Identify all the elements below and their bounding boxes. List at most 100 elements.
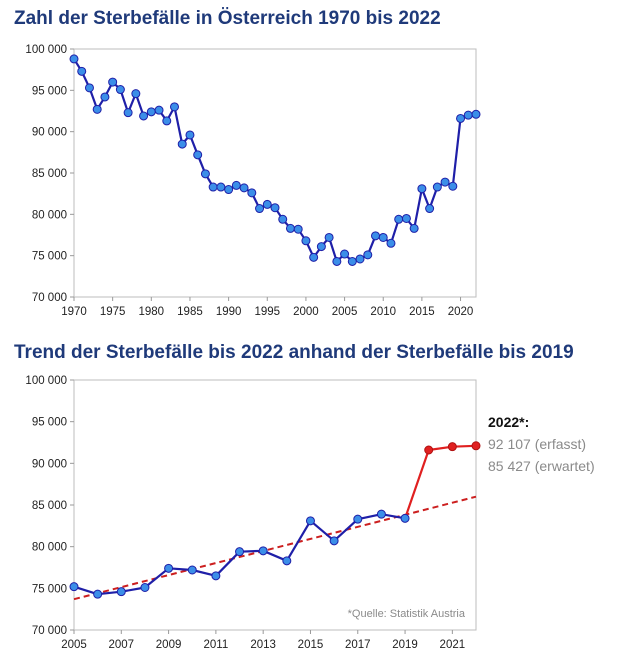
- chart2-recent-line: [404, 444, 477, 519]
- chart1-y-tick-label: 85 000: [32, 168, 67, 180]
- chart1-series-point: [448, 181, 458, 191]
- chart1-series-point: [432, 182, 442, 192]
- chart1-series-point: [340, 249, 350, 259]
- chart1-x-tick-label: 1990: [216, 306, 242, 318]
- chart1-series-point: [224, 185, 234, 195]
- chart1-x-tick-label: 1970: [61, 306, 87, 318]
- annotation-heading: 2022*:: [488, 414, 529, 430]
- chart1-series-point: [471, 109, 481, 119]
- chart1-series-point: [193, 150, 203, 160]
- chart1-series-point: [239, 183, 249, 193]
- chart1-x-tick-label: 1980: [139, 306, 165, 318]
- chart1-y-tick-label: 75 000: [32, 251, 67, 263]
- chart1-series-point: [185, 130, 195, 140]
- chart1-series-point: [177, 139, 187, 149]
- chart1-series-point: [170, 102, 179, 112]
- chart2-x-tick-label: 2005: [61, 639, 87, 651]
- chart1-x-tick-label: 2020: [448, 306, 474, 318]
- chart2-y-tick-label: 95 000: [32, 417, 67, 429]
- chart1-series-point: [162, 116, 172, 126]
- chart2-y-tick-label: 90 000: [32, 458, 67, 470]
- chart1-series-point: [131, 89, 141, 99]
- chart1-series-point: [363, 250, 373, 260]
- chart1-series-point: [262, 199, 272, 209]
- chart1-series-point: [270, 203, 280, 213]
- chart2-observed-point: [187, 565, 197, 575]
- chart2-observed-point: [116, 587, 126, 597]
- chart1-x-tick-label: 2010: [370, 306, 396, 318]
- chart1-y-tick-label: 80 000: [32, 209, 67, 221]
- chart1-series-point: [278, 214, 288, 224]
- chart1-series-point: [409, 223, 419, 233]
- chart1-x-tick-label: 1995: [254, 306, 280, 318]
- chart2-y-tick-label: 80 000: [32, 542, 67, 554]
- chart1-x-tick-label: 2005: [332, 306, 358, 318]
- chart2-y-tick-label: 70 000: [32, 625, 67, 637]
- chart1-series-point: [293, 224, 303, 234]
- chart2-recent-point: [471, 441, 481, 451]
- chart2-title: Trend der Sterbefälle bis 2022 anhand de…: [14, 342, 574, 363]
- chart2-recent-point: [447, 442, 457, 452]
- chart2-observed-point: [69, 582, 79, 592]
- chart1-series-point: [69, 54, 79, 64]
- chart1-series-point: [316, 242, 326, 252]
- chart2-x-tick-label: 2007: [108, 639, 134, 651]
- chart1-series-point: [77, 66, 87, 76]
- chart1-series-point: [417, 184, 427, 194]
- chart1-title: Zahl der Sterbefälle in Österreich 1970 …: [14, 8, 441, 29]
- chart1-series-point: [425, 204, 435, 214]
- chart2-observed-point: [376, 509, 386, 519]
- chart2-x-tick-label: 2015: [298, 639, 324, 651]
- chart1-series-point: [123, 108, 133, 118]
- chart1-y-tick-label: 70 000: [32, 292, 67, 304]
- chart2-y-tick-label: 100 000: [25, 375, 67, 387]
- chart2-trend-line: [73, 495, 477, 601]
- chart1-series-point: [309, 252, 319, 262]
- chart2-y-tick-label: 75 000: [32, 583, 67, 595]
- chart1-series-point: [115, 85, 125, 95]
- chart2-observed-point: [164, 563, 174, 573]
- chart1-death-counts-1970-2022: 70 000 75 000 80 000 85 000 90 000 95 000 100 …: [25, 44, 481, 318]
- chart1-series-point: [440, 177, 450, 187]
- chart1-y-tick-label: 90 000: [32, 127, 67, 139]
- annotation-expected: 85 427 (erwartet): [488, 458, 595, 474]
- chart2-observed-point: [282, 556, 292, 566]
- chart2-x-tick-label: 2011: [204, 639, 229, 651]
- chart1-y-tick-label: 95 000: [32, 85, 67, 97]
- chart2-observed-point: [211, 571, 221, 581]
- chart1-series-point: [324, 232, 334, 242]
- chart2-observed-point: [353, 514, 363, 524]
- chart1-y-tick-label: 100 000: [25, 44, 67, 56]
- chart1-series-point: [378, 232, 388, 242]
- chart2-x-tick-label: 2021: [440, 639, 466, 651]
- chart2-observed-point: [258, 546, 268, 556]
- chart2-observed-point: [305, 516, 315, 526]
- chart1-series-point: [92, 104, 102, 114]
- source-note: *Quelle: Statistik Austria: [348, 608, 466, 620]
- chart1-series-point: [139, 111, 149, 121]
- chart1-series-point: [100, 92, 110, 102]
- annotation-recorded: 92 107 (erfasst): [488, 436, 586, 452]
- chart1-x-tick-label: 1975: [100, 306, 126, 318]
- chart1-series-point: [401, 213, 411, 223]
- chart1-series-point: [247, 188, 257, 198]
- chart1-series-point: [84, 83, 94, 93]
- chart1-series-point: [108, 77, 118, 87]
- chart2-observed-point: [235, 547, 245, 557]
- chart2-x-tick-label: 2013: [250, 639, 276, 651]
- chart2-observed-point: [140, 583, 150, 592]
- chart1-series-point: [255, 204, 265, 214]
- chart2-recent-point: [424, 445, 434, 455]
- chart1-series-point: [456, 113, 466, 123]
- chart1-series-point: [332, 256, 342, 266]
- chart2-y-tick-label: 85 000: [32, 500, 67, 512]
- chart1-series-point: [301, 236, 311, 246]
- chart1-series-point: [200, 169, 210, 179]
- chart1-series-point: [386, 238, 396, 248]
- chart1-x-tick-label: 2015: [409, 306, 435, 318]
- chart1-series-point: [154, 105, 164, 115]
- chart2-x-tick-label: 2017: [345, 639, 371, 651]
- chart2-observed-point: [400, 513, 410, 523]
- chart2-x-tick-label: 2009: [156, 639, 182, 651]
- chart1-x-tick-label: 1985: [177, 306, 203, 318]
